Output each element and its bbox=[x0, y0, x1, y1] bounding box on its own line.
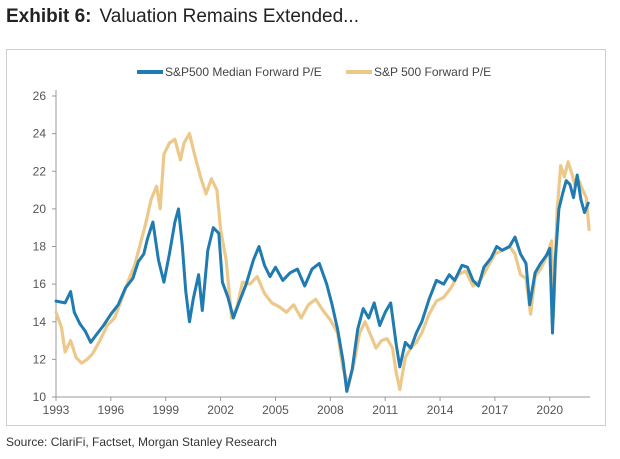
y-tick-label: 16 bbox=[33, 277, 47, 291]
y-tick-label: 24 bbox=[33, 127, 47, 141]
x-tick-label: 2014 bbox=[427, 403, 454, 417]
y-tick-label: 18 bbox=[33, 240, 47, 254]
x-tick-label: 2020 bbox=[536, 403, 563, 417]
exhibit-title: Exhibit 6: Valuation Remains Extended... bbox=[6, 6, 359, 28]
x-tick-label: 2011 bbox=[372, 403, 398, 417]
x-axis: 1993 1996 1999 2002 2005 2008 2011 2014 2017 2020 bbox=[43, 396, 590, 417]
legend-item-sp500-label: S&P 500 Forward P/E bbox=[374, 65, 491, 79]
x-tick-label: 2005 bbox=[262, 403, 289, 417]
chart-legend: S&P500 Median Forward P/E S&P 500 Forward… bbox=[137, 65, 491, 79]
y-axis: 10 12 14 16 18 20 22 24 26 bbox=[33, 89, 57, 404]
legend-item-median-label: S&P500 Median Forward P/E bbox=[165, 65, 322, 79]
y-tick-label: 26 bbox=[33, 89, 47, 103]
series-line-median-forward-pe bbox=[54, 173, 590, 393]
source-note: Source: ClariFi, Factset, Morgan Stanley… bbox=[6, 435, 277, 449]
y-tick-label: 10 bbox=[33, 390, 47, 404]
x-tick-label: 1996 bbox=[98, 403, 125, 417]
x-tick-label: 1993 bbox=[43, 403, 70, 417]
y-tick-label: 20 bbox=[33, 202, 47, 216]
exhibit-label: Exhibit 6: bbox=[6, 6, 92, 27]
y-tick-label: 12 bbox=[33, 352, 47, 366]
x-tick-label: 1999 bbox=[152, 403, 179, 417]
y-tick-label: 14 bbox=[33, 315, 47, 329]
x-tick-label: 2002 bbox=[207, 403, 234, 417]
y-tick-label: 22 bbox=[33, 164, 47, 178]
x-tick-label: 2008 bbox=[317, 403, 344, 417]
x-tick-label: 2017 bbox=[482, 403, 509, 417]
series-line-sp500-forward-pe bbox=[54, 132, 591, 392]
exhibit-heading: Valuation Remains Extended... bbox=[99, 6, 359, 27]
series-layer bbox=[54, 132, 591, 393]
chart-frame bbox=[6, 49, 606, 426]
